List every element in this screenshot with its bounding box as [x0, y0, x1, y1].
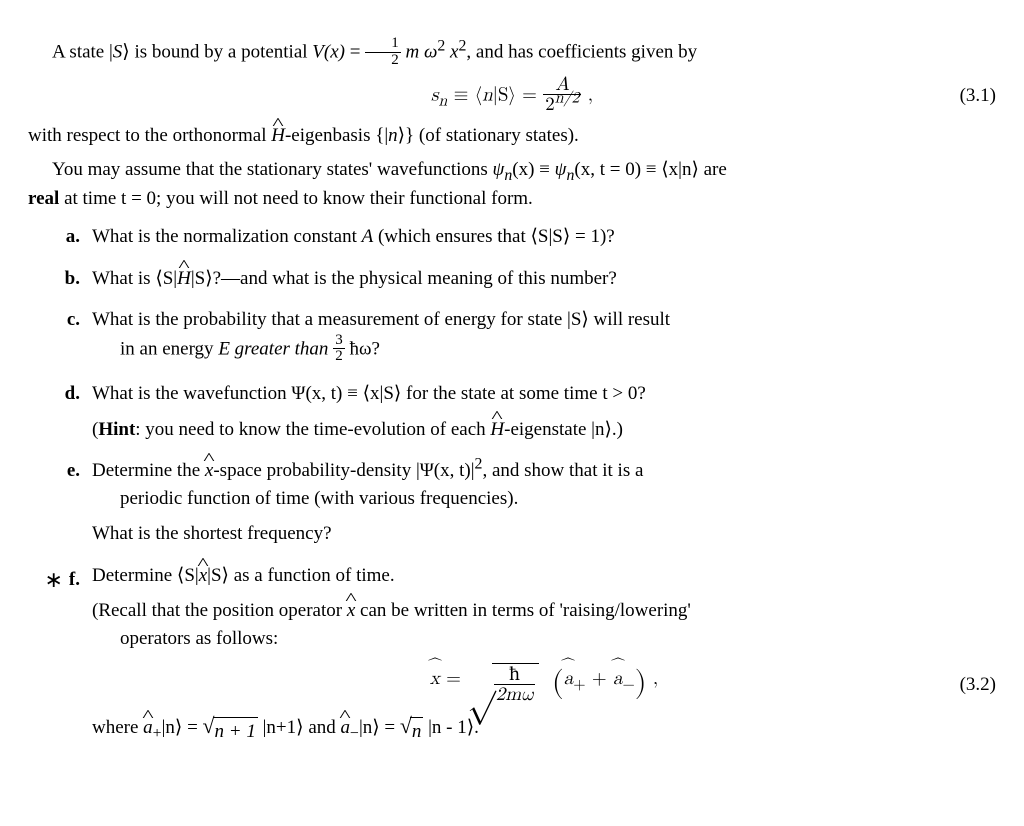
- part-body: What is the wavefunction Ψ(x, t) ≡ ⟨x|S⟩…: [92, 380, 996, 443]
- part-label: c.: [28, 306, 92, 334]
- sqrt-n: √n: [400, 717, 424, 746]
- part-c: c. What is the probability that a measur…: [28, 306, 996, 366]
- where-line: where a+|n⟩ = √n + 1 |n+1⟩ and a−|n⟩ = √…: [92, 714, 996, 746]
- text: , and has coefficients given by: [466, 42, 697, 63]
- star-icon: ∗: [44, 567, 62, 592]
- part-label: b.: [28, 265, 92, 293]
- eq-body: sn ≡ ⟨n|S⟩ = A2n/2 ,: [431, 76, 593, 117]
- H-hat: H: [490, 416, 504, 444]
- text: ⟩ is bound by a potential: [122, 42, 312, 63]
- intro-para: A state |S⟩ is bound by a potential V(x)…: [28, 37, 996, 70]
- part-a: a. What is the normalization constant A …: [28, 223, 996, 251]
- part-label: d.: [28, 380, 92, 408]
- part-body: Determine ⟨S|x|S⟩ as a function of time.…: [92, 562, 996, 746]
- text: A state |: [52, 42, 113, 63]
- part-b: b. What is ⟨S|H|S⟩?—and what is the phys…: [28, 265, 996, 293]
- equation-3-1: sn ≡ ⟨n|S⟩ = A2n/2 , (3.1): [28, 76, 996, 117]
- x-hat: x: [430, 665, 440, 693]
- three-halves: 32: [333, 333, 345, 366]
- sqrt: √ħ2mω: [467, 663, 539, 707]
- Vx: V(x): [312, 42, 345, 63]
- part-d: d. What is the wavefunction Ψ(x, t) ≡ ⟨x…: [28, 380, 996, 443]
- a-minus: a: [341, 714, 351, 742]
- assume-para-1: You may assume that the stationary state…: [28, 156, 996, 184]
- real-bold: real: [28, 188, 59, 209]
- H-hat: H: [271, 122, 285, 150]
- part-f: ∗f. Determine ⟨S|x|S⟩ as a function of t…: [28, 562, 996, 746]
- part-label: e.: [28, 457, 92, 485]
- part-body: What is ⟨S|H|S⟩?—and what is the physica…: [92, 265, 996, 293]
- equation-number: (3.1): [960, 82, 996, 110]
- part-label: ∗f.: [28, 562, 92, 594]
- one-half: 12: [365, 36, 401, 69]
- hint-bold: Hint: [98, 419, 135, 440]
- x-hat: x: [199, 562, 207, 590]
- x-hat: x: [205, 457, 213, 485]
- part-e: e. Determine the x-space probability-den…: [28, 457, 996, 548]
- a-minus: a: [613, 665, 623, 693]
- part-body: What is the normalization constant A (wh…: [92, 223, 996, 251]
- equation-number: (3.2): [960, 671, 996, 699]
- after-eq-para: with respect to the orthonormal H-eigenb…: [28, 122, 996, 150]
- m-omega: m ω: [405, 42, 437, 63]
- state-S: S: [113, 42, 123, 63]
- eq: =: [345, 42, 365, 63]
- sqrt-n-plus-1: √n + 1: [203, 717, 258, 746]
- x-hat: x: [347, 597, 355, 625]
- a-plus: a: [143, 714, 153, 742]
- eq-body: x = √ħ2mω (a+ + a−) ,: [430, 663, 658, 707]
- assume-para-2: real at time t = 0; you will not need to…: [28, 185, 996, 213]
- frac-A-over-2n2: A2n/2: [543, 75, 581, 116]
- parts-list: a. What is the normalization constant A …: [28, 223, 996, 746]
- part-body: What is the probability that a measureme…: [92, 306, 996, 366]
- part-body: Determine the x-space probability-densit…: [92, 457, 996, 548]
- H-hat: H: [177, 265, 191, 293]
- a-plus: a: [564, 665, 574, 693]
- equation-3-2: x = √ħ2mω (a+ + a−) , (3.2): [92, 663, 996, 707]
- part-label: a.: [28, 223, 92, 251]
